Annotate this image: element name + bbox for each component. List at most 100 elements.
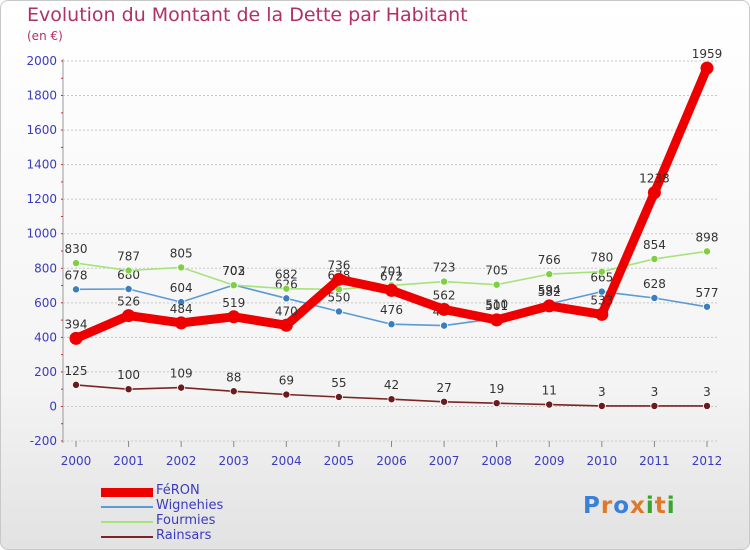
data-point-rainsars <box>282 390 291 399</box>
x-tick-label: 2007 <box>429 454 460 468</box>
data-label-fourmies: 898 <box>696 230 719 244</box>
data-point-f-ron <box>332 272 346 286</box>
data-label-wignehies: 604 <box>170 281 193 295</box>
data-point-rainsars <box>545 400 554 409</box>
data-point-fourmies <box>72 259 81 268</box>
x-tick-label: 2003 <box>218 454 249 468</box>
data-label-f-ron: 519 <box>222 296 245 310</box>
data-label-wignehies: 678 <box>65 268 88 282</box>
data-point-wignehies <box>334 307 343 316</box>
data-label-rainsars: 3 <box>651 385 659 399</box>
data-point-rainsars <box>597 401 606 410</box>
data-point-fourmies <box>597 267 606 276</box>
data-label-fourmies: 780 <box>590 251 613 265</box>
data-point-rainsars <box>387 395 396 404</box>
y-tick-label: 600 <box>34 296 57 310</box>
x-tick-label: 2009 <box>534 454 565 468</box>
data-label-f-ron: 1238 <box>639 172 670 186</box>
data-point-fourmies <box>703 247 712 256</box>
data-point-fourmies <box>440 277 449 286</box>
data-label-rainsars: 11 <box>542 384 557 398</box>
data-point-f-ron <box>227 310 241 324</box>
legend-label: FéRON <box>156 483 200 498</box>
data-label-f-ron: 736 <box>327 258 350 272</box>
x-tick-label: 2005 <box>324 454 355 468</box>
y-tick-label: -200 <box>30 434 57 448</box>
data-label-f-ron: 501 <box>485 299 508 313</box>
x-tick-label: 2012 <box>692 454 723 468</box>
data-label-rainsars: 109 <box>170 367 193 381</box>
data-label-f-ron: 672 <box>380 269 403 283</box>
data-point-rainsars <box>124 385 133 394</box>
data-point-f-ron <box>595 307 609 321</box>
data-point-wignehies <box>650 293 659 302</box>
data-label-fourmies: 701 <box>380 264 403 278</box>
y-tick-label: 1600 <box>26 123 57 137</box>
legend-label: Rainsars <box>156 528 212 543</box>
data-label-f-ron: 526 <box>117 295 140 309</box>
data-label-wignehies: 665 <box>590 271 613 285</box>
data-label-wignehies: 510 <box>485 297 508 311</box>
data-label-f-ron: 582 <box>538 285 561 299</box>
data-label-fourmies: 805 <box>170 246 193 260</box>
data-label-wignehies: 476 <box>380 303 403 317</box>
data-point-rainsars <box>72 380 81 389</box>
data-point-wignehies <box>703 302 712 311</box>
legend-swatch <box>101 487 153 497</box>
data-point-fourmies <box>282 284 291 293</box>
y-tick-label: 200 <box>34 365 57 379</box>
y-tick-label: 1800 <box>26 89 57 103</box>
data-label-rainsars: 125 <box>65 364 88 378</box>
data-label-fourmies: 854 <box>643 238 666 252</box>
data-label-rainsars: 3 <box>598 385 606 399</box>
data-label-fourmies: 787 <box>117 250 140 264</box>
data-point-fourmies <box>229 281 238 290</box>
data-point-f-ron <box>279 318 293 332</box>
data-point-f-ron <box>174 316 188 330</box>
data-point-wignehies <box>177 298 186 307</box>
y-tick-label: 2000 <box>26 54 57 68</box>
data-label-f-ron: 484 <box>170 302 193 316</box>
data-point-wignehies <box>124 284 133 293</box>
data-point-f-ron <box>542 299 556 313</box>
legend-swatch <box>101 521 153 523</box>
data-label-rainsars: 42 <box>384 378 399 392</box>
y-tick-label: 0 <box>49 399 57 413</box>
legend-label: Fourmies <box>156 513 216 528</box>
data-point-fourmies <box>124 266 133 275</box>
data-label-fourmies: 830 <box>65 242 88 256</box>
data-point-wignehies <box>597 287 606 296</box>
data-label-f-ron: 394 <box>65 317 88 331</box>
legend-swatch <box>101 536 153 538</box>
data-point-fourmies <box>492 280 501 289</box>
data-label-fourmies: 723 <box>433 261 456 275</box>
y-tick-label: 1400 <box>26 158 57 172</box>
data-label-f-ron: 562 <box>433 288 456 302</box>
x-tick-label: 2001 <box>113 454 144 468</box>
data-label-wignehies: 680 <box>117 268 140 282</box>
x-tick-label: 2004 <box>271 454 302 468</box>
data-label-wignehies: 594 <box>538 283 561 297</box>
data-label-rainsars: 69 <box>279 374 294 388</box>
data-point-fourmies <box>650 254 659 263</box>
x-tick-label: 2002 <box>166 454 197 468</box>
data-point-wignehies <box>387 320 396 329</box>
data-label-f-ron: 533 <box>590 293 613 307</box>
x-tick-label: 2006 <box>376 454 407 468</box>
data-label-f-ron: 1959 <box>692 47 723 61</box>
legend-item-fourmies: Fourmies <box>101 513 301 529</box>
data-label-fourmies: 682 <box>275 268 298 282</box>
legend-label: Wignehies <box>156 498 224 513</box>
data-label-rainsars: 19 <box>489 382 504 396</box>
x-tick-label: 2011 <box>639 454 670 468</box>
data-point-f-ron <box>437 302 451 316</box>
data-label-rainsars: 27 <box>436 381 451 395</box>
x-tick-label: 2000 <box>61 454 92 468</box>
y-tick-label: 400 <box>34 330 57 344</box>
data-label-wignehies: 628 <box>643 277 666 291</box>
data-point-wignehies <box>440 321 449 330</box>
data-label-rainsars: 3 <box>703 385 711 399</box>
x-tick-label: 2008 <box>481 454 512 468</box>
legend-item-rainsars: Rainsars <box>101 528 301 544</box>
